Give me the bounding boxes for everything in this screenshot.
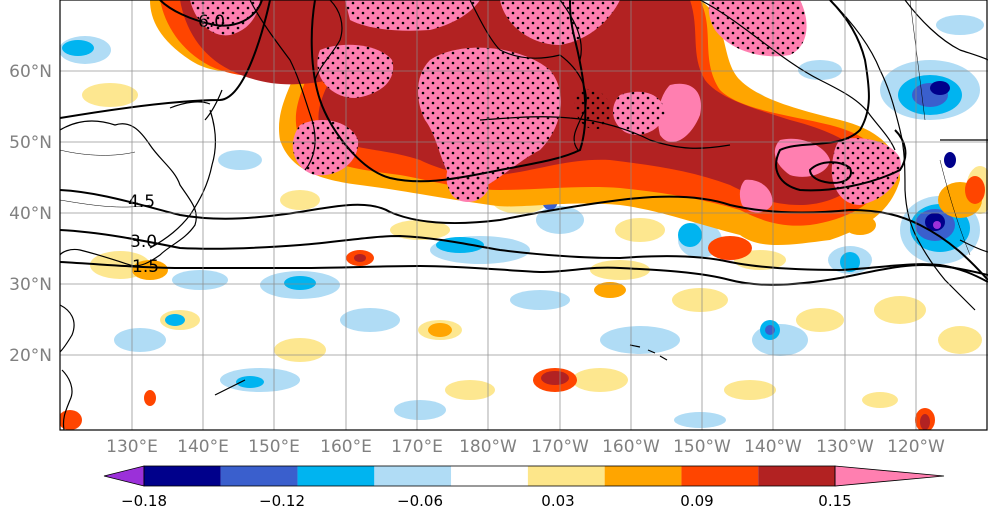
lon-label: 120°W bbox=[887, 437, 945, 457]
colorbar-extend-max bbox=[834, 465, 945, 487]
lon-label: 140°E bbox=[177, 437, 229, 457]
colorbar-segment bbox=[758, 466, 835, 486]
lon-label: 130°W bbox=[816, 437, 874, 457]
contour-label-6: 6.0 bbox=[198, 12, 225, 32]
colorbar-segment bbox=[220, 466, 298, 486]
contour-label-1-5: 1.5 bbox=[132, 257, 159, 277]
colorbar-segment bbox=[681, 466, 759, 486]
lon-label: 130°E bbox=[106, 437, 158, 457]
colorbar-segment bbox=[297, 466, 375, 486]
anomaly-field: 6.0 4.5 3.0 1.5 bbox=[60, 0, 988, 430]
gridlines bbox=[60, 0, 988, 430]
colorbar-extend-min bbox=[103, 465, 145, 487]
colorbar-segment bbox=[451, 466, 528, 486]
lon-label: 140°W bbox=[744, 437, 802, 457]
colorbar-tick-label: 0.15 bbox=[818, 492, 851, 510]
lat-label: 40°N bbox=[9, 204, 52, 224]
longitude-labels: 130°E 140°E 150°E 160°E 170°E 180°W 170°… bbox=[106, 437, 945, 457]
colorbar-tick-label: −0.12 bbox=[259, 492, 305, 510]
colorbar-segment bbox=[604, 466, 682, 486]
colorbar-tick-label: 0.09 bbox=[680, 492, 713, 510]
lon-label: 150°E bbox=[248, 437, 300, 457]
colorbar-frame bbox=[143, 465, 836, 487]
lat-label: 20°N bbox=[9, 346, 52, 366]
latitude-labels: 60°N 50°N 40°N 30°N 20°N bbox=[9, 62, 52, 366]
colorbar-segment bbox=[527, 466, 605, 486]
colorbar-segment bbox=[144, 466, 221, 486]
lon-label: 180°W bbox=[459, 437, 517, 457]
colorbar-segment bbox=[374, 466, 452, 486]
lat-label: 30°N bbox=[9, 275, 52, 295]
lon-label: 160°E bbox=[320, 437, 372, 457]
lon-label: 170°E bbox=[391, 437, 443, 457]
map-frame bbox=[59, 0, 988, 431]
colorbar-tick-label: −0.06 bbox=[397, 492, 443, 510]
lon-label: 160°W bbox=[602, 437, 660, 457]
contour-label-4-5: 4.5 bbox=[128, 192, 155, 212]
colorbar bbox=[103, 465, 945, 487]
lon-label: 170°W bbox=[531, 437, 589, 457]
colorbar-tick-labels: −0.18 −0.12 −0.06 0.03 0.09 0.15 bbox=[121, 492, 852, 510]
lon-label: 150°W bbox=[673, 437, 731, 457]
lat-label: 50°N bbox=[9, 133, 52, 153]
lat-label: 60°N bbox=[9, 62, 52, 82]
colorbar-tick-label: 0.03 bbox=[541, 492, 574, 510]
colorbar-tick-label: −0.18 bbox=[121, 492, 167, 510]
contour-label-3: 3.0 bbox=[130, 232, 157, 252]
